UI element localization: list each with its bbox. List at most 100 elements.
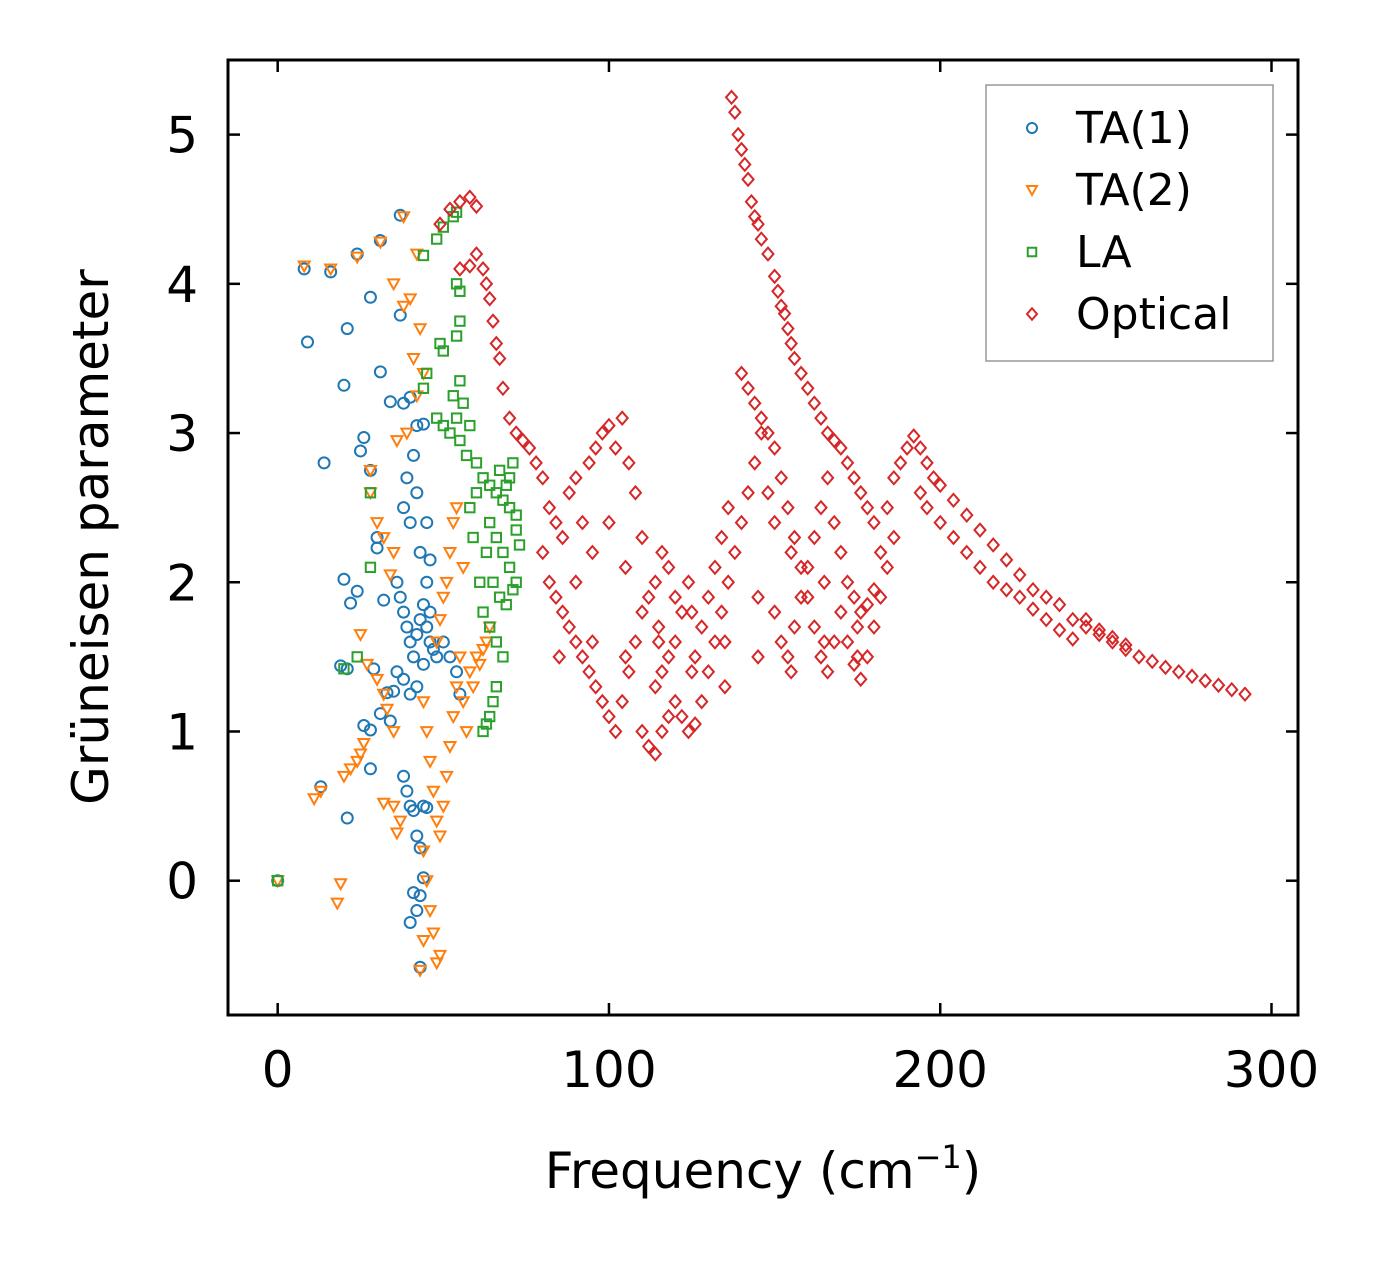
data-point	[651, 619, 666, 635]
data-point	[453, 193, 467, 210]
data-point	[655, 663, 669, 680]
series-optical	[433, 89, 1252, 762]
data-point	[437, 345, 450, 357]
data-point	[724, 89, 739, 106]
data-point	[926, 469, 941, 486]
series-la	[272, 206, 526, 887]
data-point	[635, 723, 649, 740]
data-point	[426, 642, 440, 656]
data-point	[390, 665, 404, 679]
data-point	[497, 494, 509, 506]
data-point	[880, 499, 895, 516]
data-point	[840, 574, 855, 591]
data-point	[1211, 677, 1226, 694]
data-point	[694, 693, 709, 710]
data-point	[383, 569, 398, 583]
data-point	[403, 635, 417, 649]
legend-label: TA(1)	[1075, 103, 1192, 154]
data-point	[306, 793, 322, 807]
data-point	[820, 469, 835, 486]
data-point	[920, 499, 934, 516]
data-point	[509, 425, 524, 441]
data-point	[552, 649, 567, 665]
data-point	[933, 514, 948, 531]
data-point	[426, 927, 441, 941]
data-point	[350, 584, 364, 598]
data-point	[535, 469, 550, 486]
data-point	[549, 589, 563, 606]
data-point	[432, 830, 448, 844]
data-point	[410, 486, 424, 500]
data-point	[423, 605, 437, 619]
data-point	[482, 290, 497, 307]
data-point	[817, 634, 832, 650]
data-point	[459, 726, 474, 740]
data-point	[933, 477, 948, 494]
data-point	[422, 905, 438, 919]
data-point	[1185, 668, 1199, 685]
data-point	[349, 251, 365, 265]
data-point	[602, 417, 616, 434]
data-point	[973, 522, 987, 538]
data-point	[814, 649, 828, 665]
data-point	[737, 156, 752, 173]
data-point	[651, 634, 666, 650]
data-point	[784, 544, 798, 561]
data-point	[402, 293, 418, 307]
data-point	[434, 337, 446, 350]
series-ta-2	[270, 211, 497, 978]
data-point	[999, 581, 1014, 598]
data-point	[364, 561, 377, 574]
data-point	[761, 246, 775, 262]
data-point	[403, 516, 417, 530]
data-point	[959, 507, 974, 523]
data-point	[661, 649, 676, 665]
data-point	[480, 718, 493, 730]
data-point	[668, 634, 683, 650]
data-point	[389, 435, 405, 449]
data-point	[767, 604, 782, 620]
data-point	[393, 208, 407, 222]
data-point	[490, 487, 503, 499]
data-point	[602, 514, 616, 531]
data-point	[522, 440, 537, 456]
data-point	[397, 501, 411, 515]
data-point	[668, 589, 683, 606]
data-point	[493, 464, 506, 477]
data-point	[416, 417, 430, 431]
data-point	[1052, 596, 1067, 613]
plot-frame	[226, 58, 1300, 1017]
data-point	[751, 216, 765, 232]
data-point	[684, 663, 699, 680]
data-point	[389, 827, 405, 841]
data-point	[349, 755, 365, 769]
data-point	[840, 634, 855, 650]
data-point	[400, 784, 414, 798]
data-point	[417, 382, 430, 394]
data-point	[431, 233, 443, 245]
data-point	[562, 619, 577, 635]
data-point	[575, 649, 590, 665]
data-point	[313, 785, 328, 799]
data-point	[787, 529, 802, 546]
data-point	[422, 755, 438, 769]
y-tick-label: 1	[166, 703, 198, 761]
data-point	[454, 434, 466, 447]
legend-marker	[1026, 122, 1038, 134]
data-point	[373, 236, 388, 250]
data-point	[477, 606, 489, 618]
data-point	[913, 484, 928, 501]
data-point	[393, 815, 408, 829]
data-point	[450, 330, 463, 342]
data-point	[853, 671, 868, 688]
data-point	[450, 665, 464, 679]
data-point	[474, 576, 486, 588]
data-point	[386, 800, 401, 814]
data-point	[413, 613, 427, 627]
data-point	[761, 425, 775, 441]
data-point	[681, 723, 696, 740]
data-point	[490, 681, 503, 693]
data-point	[1026, 601, 1040, 617]
data-point	[403, 687, 417, 701]
data-point	[450, 278, 463, 290]
